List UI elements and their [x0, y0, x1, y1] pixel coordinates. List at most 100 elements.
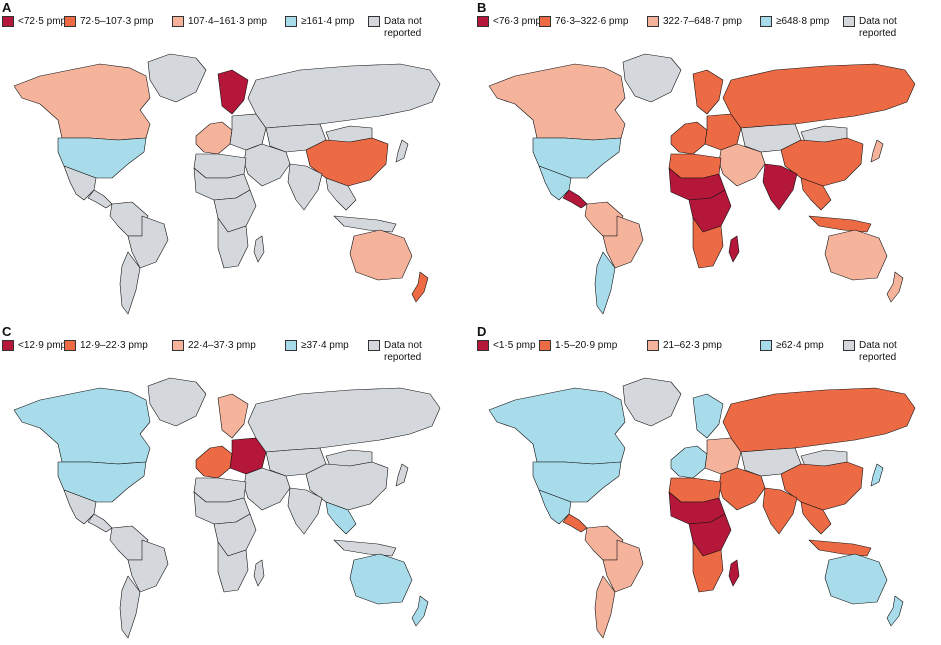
legend-label: ≥37·4 pmp [301, 340, 349, 351]
world-map [13, 53, 441, 315]
legend-label: ≥161·4 pmp [301, 16, 355, 27]
region-japan [395, 139, 409, 163]
legend-label: <1·5 pmp [493, 340, 536, 351]
region-new-zealand [886, 271, 904, 303]
region-australia [824, 229, 888, 281]
region-middle-east [243, 143, 291, 187]
legend-item: 322·7–648·7 pmp [647, 16, 742, 28]
legend-swatch [539, 340, 551, 351]
region-north-america [488, 63, 626, 141]
legend-swatch [647, 16, 659, 27]
region-greenland [622, 377, 682, 427]
legend-label: <76·3 pmp [493, 16, 542, 27]
region-southern-africa [692, 541, 724, 593]
legend-item: 22·4–37·3 pmp [172, 340, 256, 352]
legend-item: Data not reported [368, 340, 422, 364]
region-central-america [562, 189, 588, 209]
legend-swatch [2, 16, 14, 27]
region-scandinavia [217, 393, 249, 439]
region-russia [722, 387, 916, 453]
legend-label: <12·9 pmp [18, 340, 67, 351]
legend-item: Data not reported [843, 340, 897, 364]
region-madagascar [728, 235, 740, 263]
legend-item: <12·9 pmp [2, 340, 66, 352]
map-panel-b: B <76·3 pmp 76·3–322·6 pmp 322·7–648·7 pmp… [475, 0, 941, 318]
region-usa [57, 461, 147, 503]
region-india [287, 487, 323, 535]
region-central-america [562, 513, 588, 533]
region-southern-cone [594, 251, 616, 315]
region-indonesia [333, 215, 397, 233]
region-australia [824, 553, 888, 605]
legend: <1·5 pmp 1·5–20·9 pmp 21–62·3 pmp ≥62·4 pmp… [477, 340, 937, 370]
legend-label: 72·5–107·3 pmp [80, 16, 154, 27]
legend-item: <72·5 pmp [2, 16, 66, 28]
legend-label: 322·7–648·7 pmp [663, 16, 742, 27]
region-western-europe [670, 445, 708, 479]
legend-swatch [477, 16, 489, 27]
region-southern-cone [119, 251, 141, 315]
legend-item: <76·3 pmp [477, 16, 541, 28]
legend-label: 21–62·3 pmp [663, 340, 722, 351]
legend-swatch [368, 340, 380, 351]
region-australia [349, 553, 413, 605]
legend-label: 1·5–20·9 pmp [555, 340, 618, 351]
region-russia [722, 63, 916, 129]
legend-swatch [368, 16, 380, 27]
legend-label: Data not reported [859, 340, 897, 363]
region-central-america [87, 189, 113, 209]
region-japan [395, 463, 409, 487]
legend-label: 22·4–37·3 pmp [188, 340, 256, 351]
region-greenland [147, 53, 207, 103]
legend-label: Data not reported [859, 16, 897, 39]
legend-item: 107·4–161·3 pmp [172, 16, 267, 28]
legend-swatch [760, 340, 772, 351]
region-indonesia [333, 539, 397, 557]
region-middle-east [718, 467, 766, 511]
legend-label: Data not reported [384, 340, 422, 363]
panel-letter: D [477, 324, 487, 339]
region-mexico [538, 489, 572, 525]
legend-swatch [172, 16, 184, 27]
legend-item: ≥37·4 pmp [285, 340, 349, 352]
region-southeast-asia [325, 177, 357, 211]
legend-item: Data not reported [843, 16, 897, 40]
region-southeast-asia [800, 177, 832, 211]
legend-label: Data not reported [384, 16, 422, 39]
region-new-zealand [411, 595, 429, 627]
legend-swatch [2, 340, 14, 351]
region-middle-east [718, 143, 766, 187]
region-north-america [13, 387, 151, 465]
region-scandinavia [692, 69, 724, 115]
legend-item: 72·5–107·3 pmp [64, 16, 153, 28]
world-map [13, 377, 441, 639]
region-western-europe [195, 121, 233, 155]
region-southern-africa [217, 217, 249, 269]
legend-label: ≥62·4 pmp [776, 340, 824, 351]
legend-swatch [843, 340, 855, 351]
legend-label: 76·3–322·6 pmp [555, 16, 629, 27]
region-australia [349, 229, 413, 281]
region-new-zealand [411, 271, 429, 303]
region-north-america [488, 387, 626, 465]
legend-item: <1·5 pmp [477, 340, 536, 352]
region-japan [870, 463, 884, 487]
region-india [762, 163, 798, 211]
legend-swatch [760, 16, 772, 27]
region-indonesia [808, 539, 872, 557]
world-map [488, 53, 916, 315]
legend: <76·3 pmp 76·3–322·6 pmp 322·7–648·7 pmp ≥6… [477, 16, 937, 46]
region-southeast-asia [800, 501, 832, 535]
region-japan [870, 139, 884, 163]
legend: <12·9 pmp 12·9–22·3 pmp 22·4–37·3 pmp ≥37·4… [2, 340, 462, 370]
legend-swatch [64, 340, 76, 351]
region-new-zealand [886, 595, 904, 627]
legend-swatch [285, 16, 297, 27]
region-madagascar [728, 559, 740, 587]
legend-swatch [64, 16, 76, 27]
region-usa [57, 137, 147, 179]
region-india [762, 487, 798, 535]
legend-swatch [843, 16, 855, 27]
panel-letter: C [2, 324, 12, 339]
region-usa [532, 137, 622, 179]
